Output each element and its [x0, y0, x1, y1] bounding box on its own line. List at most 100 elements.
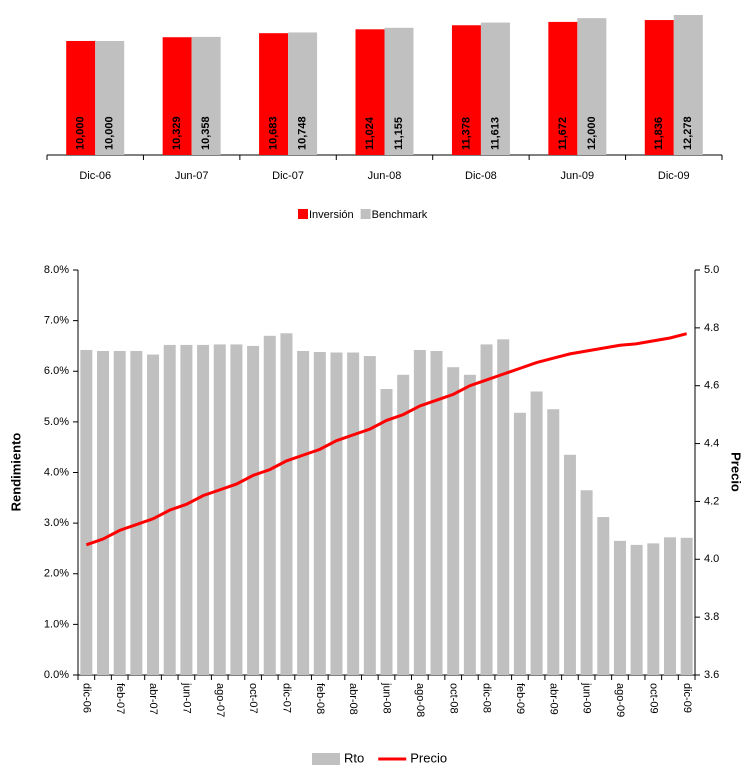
- y-tick-label: 1.0%: [44, 618, 69, 630]
- bar: [597, 517, 610, 675]
- bar: [630, 544, 643, 675]
- y2-tick-label: 4.4: [704, 437, 719, 449]
- value-label: 10,748: [296, 116, 308, 150]
- bar: [259, 33, 289, 156]
- y2-tick-label: 5.0: [704, 264, 719, 276]
- y-tick-label: 7.0%: [44, 315, 69, 327]
- bar: [548, 21, 578, 156]
- x-tick-label: abr-09: [547, 683, 559, 715]
- y-axis-title: Rendimiento: [8, 433, 23, 512]
- bar: [313, 352, 326, 675]
- bar: [147, 354, 160, 675]
- bar: [580, 490, 593, 675]
- y2-tick-label: 4.2: [704, 495, 719, 507]
- bar: [363, 356, 376, 675]
- x-tick-label: abr-07: [147, 683, 159, 715]
- value-label: 10,329: [171, 116, 183, 150]
- bar: [384, 27, 414, 156]
- bar: [647, 543, 660, 675]
- x-tick-label: dic-08: [481, 683, 493, 713]
- x-tick-label: Dic-08: [465, 170, 497, 182]
- bar: [680, 537, 693, 675]
- legend-label: Benchmark: [372, 209, 428, 221]
- bar: [162, 37, 192, 155]
- bar: [247, 345, 260, 675]
- value-label: 12,000: [586, 116, 598, 150]
- x-tick-label: dic-06: [80, 683, 92, 713]
- x-tick-label: feb-08: [314, 683, 326, 714]
- value-label: 10,000: [75, 116, 87, 150]
- legend-swatch: [360, 209, 371, 219]
- value-label: 12,278: [682, 116, 694, 150]
- x-tick-label: abr-08: [347, 683, 359, 715]
- bar: [547, 409, 560, 675]
- bar: [113, 351, 126, 675]
- x-tick-label: jun-07: [180, 682, 192, 714]
- value-label: 11,836: [653, 117, 665, 150]
- bar: [95, 40, 125, 155]
- bar: [480, 344, 493, 675]
- value-label: 11,613: [489, 117, 501, 150]
- x-tick-label: Jun-07: [175, 170, 209, 182]
- bar: [451, 25, 481, 156]
- y2-tick-label: 3.6: [704, 669, 719, 681]
- x-tick-label: Jun-09: [561, 170, 595, 182]
- x-tick-label: Dic-07: [272, 170, 304, 182]
- bar: [463, 374, 476, 675]
- value-label: 10,683: [267, 116, 279, 150]
- x-tick-label: dic-07: [281, 683, 293, 713]
- y2-tick-label: 4.6: [704, 380, 719, 392]
- bar: [263, 335, 276, 675]
- value-label: 11,378: [460, 117, 472, 150]
- x-tick-label: oct-08: [447, 683, 459, 714]
- x-tick-label: Jun-08: [368, 170, 402, 182]
- x-tick-label: feb-09: [514, 683, 526, 714]
- y-tick-label: 5.0%: [44, 416, 69, 428]
- bar: [380, 388, 393, 675]
- x-tick-label: jun-08: [381, 682, 393, 714]
- value-label: 11,672: [557, 117, 569, 150]
- x-tick-label: oct-07: [247, 683, 259, 714]
- bar: [191, 36, 221, 155]
- x-tick-label: dic-09: [681, 683, 693, 713]
- legend-label: Rto: [344, 750, 364, 765]
- bar: [97, 351, 110, 675]
- x-tick-label: ago-09: [614, 683, 626, 717]
- value-label: 10,000: [104, 116, 116, 150]
- bar: [180, 344, 193, 675]
- y2-tick-label: 4.8: [704, 322, 719, 334]
- y-tick-label: 0.0%: [44, 669, 69, 681]
- bar: [530, 391, 543, 675]
- legend-swatch: [312, 753, 340, 765]
- bar: [330, 352, 343, 675]
- bar: [663, 537, 676, 675]
- y2-axis-title: Precio: [729, 452, 744, 492]
- x-tick-label: ago-08: [414, 683, 426, 717]
- y-tick-label: 2.0%: [44, 568, 69, 580]
- bar: [563, 454, 576, 675]
- x-tick-label: feb-07: [114, 683, 126, 714]
- bar: [66, 40, 96, 155]
- line: [85, 332, 688, 547]
- x-tick-label: oct-09: [647, 683, 659, 714]
- bar: [213, 344, 226, 675]
- bar: [613, 540, 626, 675]
- bar: [447, 367, 460, 675]
- bar: [347, 352, 360, 675]
- value-label: 10,358: [200, 116, 212, 150]
- x-tick-label: Dic-06: [79, 170, 111, 182]
- bar: [297, 351, 310, 675]
- y-tick-label: 8.0%: [44, 264, 69, 276]
- y-tick-label: 4.0%: [44, 466, 69, 478]
- bar: [480, 22, 510, 155]
- x-tick-label: ago-07: [214, 683, 226, 717]
- value-label: 11,155: [393, 117, 405, 150]
- bar: [197, 344, 210, 675]
- bar: [673, 15, 703, 155]
- y2-tick-label: 3.8: [704, 611, 719, 623]
- bar: [497, 339, 510, 675]
- bar: [644, 20, 674, 155]
- bar: [513, 412, 526, 675]
- y2-tick-label: 4.0: [704, 553, 719, 565]
